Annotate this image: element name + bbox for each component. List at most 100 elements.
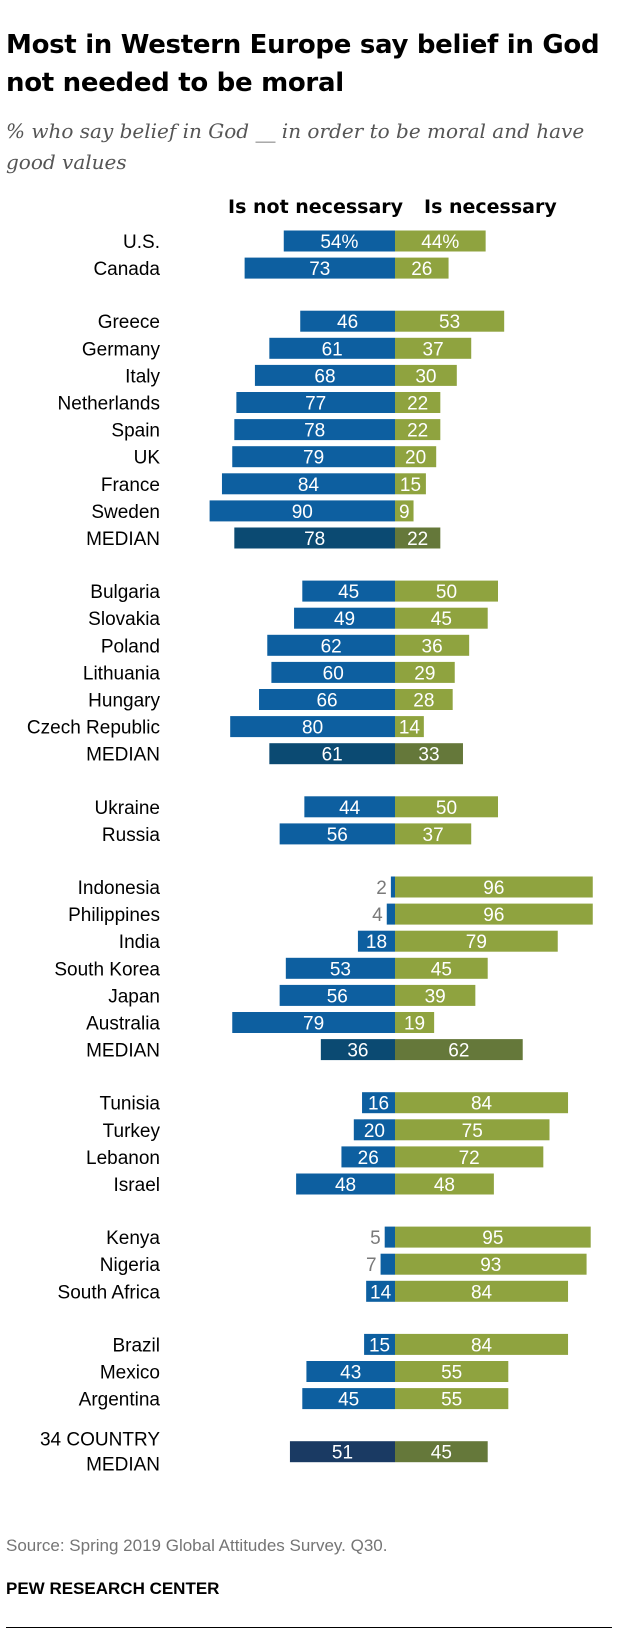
row-label-poland: Poland: [101, 636, 160, 657]
row-label-israel: Israel: [114, 1175, 160, 1196]
value-not-necessary-brazil: 15: [369, 1335, 390, 1356]
bar-necessary-lebanon: [395, 1146, 544, 1168]
row-label-brazil: Brazil: [112, 1335, 160, 1356]
value-not-necessary-hungary: 66: [316, 691, 337, 712]
bar-not-necessary-ukraine: [304, 796, 395, 818]
bar-not-necessary-mexico: [306, 1361, 395, 1382]
value-necessary-greece: 53: [439, 312, 460, 333]
bar-not-necessary-argentina: [302, 1388, 395, 1410]
value-not-necessary-philippines: 4: [372, 905, 383, 926]
value-necessary-tunisia: 84: [471, 1094, 493, 1115]
bar-not-necessary-uk: [232, 446, 395, 468]
value-necessary-argentina: 55: [441, 1390, 462, 1411]
row-label-germany: Germany: [82, 339, 161, 360]
bar-necessary-czech-republic: [395, 716, 424, 738]
bar-necessary-india: [395, 930, 558, 952]
bar-not-necessary-turkey: [353, 1119, 395, 1141]
bar-necessary-south-africa: [395, 1280, 569, 1302]
value-not-necessary-indonesia: 2: [376, 878, 387, 899]
bar-not-necessary-lebanon: [341, 1146, 395, 1168]
bar-not-necessary-philippines: [386, 903, 395, 925]
bar-necessary-bulgaria: [395, 580, 498, 602]
bar-not-necessary-russia: [279, 823, 395, 845]
bar-not-necessary-germany: [269, 337, 395, 359]
row-label-bulgaria: Bulgaria: [90, 582, 160, 603]
bar-necessary-median: [395, 1039, 523, 1061]
value-necessary-spain: 22: [407, 421, 428, 442]
value-not-necessary-south-korea: 53: [330, 959, 351, 980]
row-label-median: MEDIAN: [86, 745, 160, 766]
row-label-south-africa: South Africa: [58, 1282, 161, 1303]
value-not-necessary-median: 78: [304, 529, 325, 550]
value-not-necessary-sweden: 90: [292, 502, 313, 523]
bar-not-necessary-france: [221, 473, 395, 495]
value-not-necessary-median: 61: [322, 745, 343, 766]
bar-not-necessary-u-s: [283, 230, 395, 252]
value-necessary-italy: 30: [415, 366, 436, 387]
value-necessary-australia: 19: [404, 1014, 425, 1035]
value-necessary-japan: 39: [425, 986, 446, 1007]
value-not-necessary-south-africa: 14: [370, 1282, 392, 1303]
diverging-bar-chart: U.S. 54% 44% Canada 73 26 Greece 46 53 Germany 61 3…: [27, 230, 593, 1476]
bar-necessary-france: [395, 473, 426, 495]
value-not-necessary-russia: 56: [327, 825, 348, 846]
bar-necessary-russia: [395, 823, 472, 845]
bar-not-necessary-south-korea: [285, 957, 395, 979]
bar-not-necessary-median: [269, 743, 395, 765]
value-not-necessary-lithuania: 60: [323, 663, 344, 684]
value-necessary-uk: 20: [405, 448, 426, 469]
row-label-uk: UK: [134, 448, 161, 469]
row-label-34-country-median-line-1: 34 COUNTRY: [40, 1430, 160, 1451]
value-necessary-slovakia: 45: [431, 609, 452, 630]
row-label-greece: Greece: [98, 312, 160, 333]
bar-necessary-netherlands: [395, 392, 441, 413]
bar-not-necessary-hungary: [259, 689, 395, 710]
value-not-necessary-34-country-median: 51: [332, 1443, 353, 1464]
row-label-median: MEDIAN: [86, 529, 160, 550]
row-label-argentina: Argentina: [79, 1390, 161, 1411]
bar-not-necessary-nigeria: [380, 1253, 395, 1275]
row-label-turkey: Turkey: [103, 1121, 161, 1142]
bar-necessary-nigeria: [395, 1253, 587, 1275]
value-necessary-india: 79: [466, 932, 487, 953]
bar-necessary-34-country-median: [395, 1441, 488, 1463]
value-necessary-sweden: 9: [399, 502, 410, 523]
bar-not-necessary-india: [357, 930, 395, 952]
value-not-necessary-poland: 62: [321, 636, 342, 657]
bar-necessary-brazil: [395, 1333, 569, 1355]
value-necessary-34-country-median: 45: [431, 1443, 452, 1464]
bar-necessary-south-korea: [395, 957, 488, 979]
value-not-necessary-japan: 56: [327, 986, 348, 1007]
value-not-necessary-nigeria: 7: [366, 1255, 377, 1276]
value-necessary-czech-republic: 14: [399, 718, 421, 739]
row-label-canada: Canada: [93, 259, 160, 280]
row-label-russia: Russia: [102, 825, 161, 846]
value-not-necessary-median: 36: [347, 1041, 368, 1062]
value-not-necessary-ukraine: 44: [339, 798, 361, 819]
bar-necessary-hungary: [395, 689, 453, 710]
bar-necessary-mexico: [395, 1361, 509, 1382]
row-label-slovakia: Slovakia: [88, 609, 160, 630]
value-not-necessary-tunisia: 16: [368, 1094, 389, 1115]
value-not-necessary-spain: 78: [304, 421, 325, 442]
value-not-necessary-uk: 79: [303, 448, 324, 469]
bar-not-necessary-australia: [232, 1012, 395, 1033]
source-note: Source: Spring 2019 Global Attitudes Sur…: [6, 1536, 388, 1555]
bar-necessary-uk: [395, 446, 437, 468]
row-label-hungary: Hungary: [88, 691, 160, 712]
bar-not-necessary-sweden: [209, 500, 395, 522]
value-not-necessary-australia: 79: [303, 1014, 324, 1035]
value-necessary-u-s: 44%: [421, 232, 459, 253]
bar-not-necessary-japan: [279, 984, 395, 1006]
bar-not-necessary-czech-republic: [230, 716, 395, 738]
value-necessary-lithuania: 29: [414, 663, 435, 684]
value-necessary-france: 15: [400, 475, 421, 496]
value-not-necessary-italy: 68: [314, 366, 335, 387]
value-necessary-israel: 48: [434, 1175, 455, 1196]
bar-necessary-lithuania: [395, 661, 455, 683]
value-not-necessary-netherlands: 77: [305, 394, 326, 415]
row-label-netherlands: Netherlands: [58, 394, 160, 415]
legend-not-necessary: Is not necessary: [228, 196, 404, 218]
bar-not-necessary-median: [234, 527, 395, 549]
value-necessary-ukraine: 50: [436, 798, 457, 819]
